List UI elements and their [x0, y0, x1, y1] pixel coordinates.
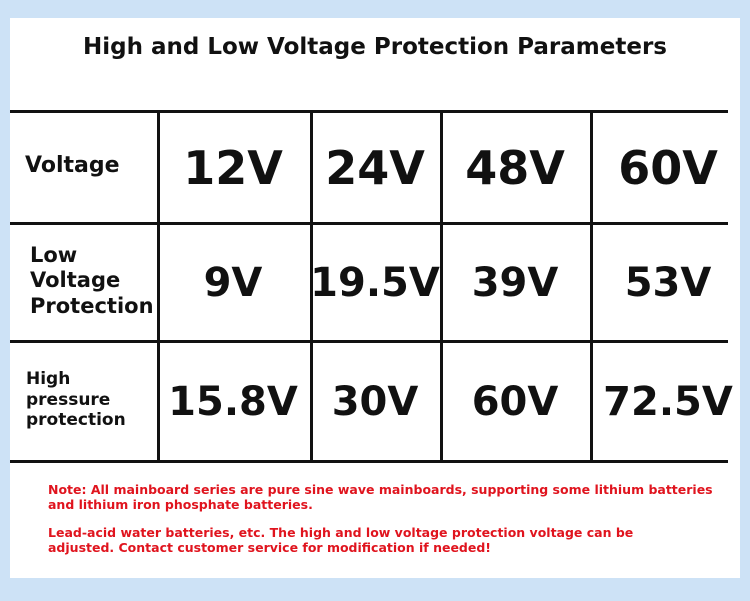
cell-value: 30V — [331, 379, 419, 425]
cell-value: 12V — [183, 141, 283, 195]
cell-value: 72.5V — [603, 379, 733, 425]
note-text: and lithium iron phosphate batteries. — [48, 497, 313, 512]
row-header: High — [26, 369, 71, 390]
table-rule — [590, 110, 593, 463]
row-header: pressure — [26, 389, 111, 410]
panel: High and Low Voltage Protection Paramete… — [10, 18, 740, 578]
title: High and Low Voltage Protection Paramete… — [83, 34, 667, 60]
table-rule — [10, 460, 728, 463]
row-header: Protection — [30, 293, 154, 318]
cell-value: 48V — [465, 141, 565, 195]
cell-value: 9V — [203, 260, 263, 306]
row-header: Low — [30, 243, 78, 268]
note-text: adjusted. Contact customer service for m… — [48, 540, 491, 555]
table-rule — [10, 222, 728, 225]
cell-value: 39V — [471, 260, 559, 306]
note-text: Lead-acid water batteries, etc. The high… — [48, 525, 634, 540]
cell-value: 24V — [325, 141, 425, 195]
row-header: Voltage — [30, 268, 121, 293]
cell-value: 15.8V — [168, 379, 298, 425]
table-rule — [157, 110, 160, 463]
table-rule — [10, 340, 728, 343]
cell-value: 60V — [618, 141, 718, 195]
table-rule — [310, 110, 313, 463]
cell-value: 19.5V — [310, 260, 440, 306]
row-header: Voltage — [25, 152, 120, 178]
row-header: protection — [26, 410, 126, 431]
note-text: Note: All mainboard series are pure sine… — [48, 482, 713, 497]
table-rule — [440, 110, 443, 463]
cell-value: 60V — [471, 379, 559, 425]
cell-value: 53V — [624, 260, 712, 306]
table-rule — [10, 110, 728, 113]
